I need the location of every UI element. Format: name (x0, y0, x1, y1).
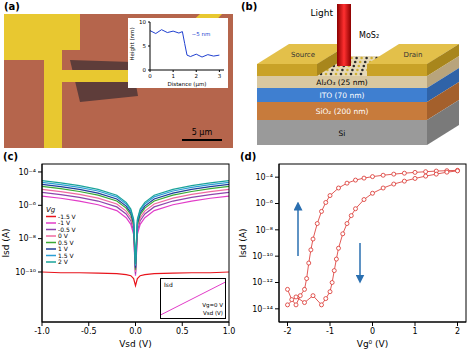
svg-text:Vsd (V): Vsd (V) (203, 310, 223, 316)
svg-text:10⁻¹²: 10⁻¹² (252, 278, 273, 287)
svg-text:1.0: 1.0 (223, 327, 236, 336)
svg-text:-1.5 V: -1.5 V (58, 213, 77, 220)
svg-text:Isd (A): Isd (A) (1, 228, 11, 257)
svg-text:~5 nm: ~5 nm (192, 31, 211, 37)
svg-text:10⁻¹⁴: 10⁻¹⁴ (252, 305, 273, 314)
svg-text:2: 2 (455, 327, 460, 336)
svg-text:Vg: Vg (46, 206, 56, 214)
svg-text:0.5 V: 0.5 V (58, 239, 74, 246)
svg-text:(b): (b) (241, 1, 257, 12)
svg-text:Isd (A): Isd (A) (238, 228, 248, 257)
svg-text:1.5 V: 1.5 V (58, 252, 74, 259)
svg-text:-1: -1 (326, 327, 334, 336)
svg-text:MoS₂: MoS₂ (359, 31, 379, 40)
svg-text:Vg⁰ (V): Vg⁰ (V) (357, 339, 389, 349)
svg-text:Drain: Drain (404, 51, 423, 59)
svg-text:10⁻⁸: 10⁻⁸ (18, 234, 36, 243)
svg-text:ITO (70 nm): ITO (70 nm) (320, 91, 365, 100)
svg-text:10⁻¹⁰: 10⁻¹⁰ (252, 252, 273, 261)
svg-text:10⁻⁶: 10⁻⁶ (18, 201, 36, 210)
svg-text:Isd: Isd (164, 281, 173, 288)
svg-text:0 V: 0 V (58, 232, 69, 239)
svg-text:0.5: 0.5 (176, 327, 189, 336)
svg-text:(c): (c) (3, 151, 18, 162)
svg-text:-0.5 V: -0.5 V (58, 226, 77, 233)
svg-text:Distance (μm): Distance (μm) (168, 81, 207, 88)
svg-text:10⁻⁶: 10⁻⁶ (255, 199, 273, 208)
svg-text:-1.0: -1.0 (34, 327, 50, 336)
svg-text:10⁻¹⁰: 10⁻¹⁰ (15, 268, 36, 277)
svg-text:Light: Light (311, 8, 334, 18)
svg-text:2: 2 (195, 73, 199, 79)
svg-text:0: 0 (148, 73, 152, 79)
svg-text:Al₂O₃ (25 nm): Al₂O₃ (25 nm) (316, 78, 367, 87)
svg-text:Si: Si (339, 129, 346, 138)
svg-text:5 μm: 5 μm (192, 128, 213, 137)
svg-text:Source: Source (291, 51, 315, 59)
svg-text:Vg=0 V: Vg=0 V (202, 302, 223, 309)
svg-text:5: 5 (143, 43, 147, 49)
svg-text:10⁻⁸: 10⁻⁸ (255, 226, 273, 235)
svg-text:1: 1 (171, 73, 175, 79)
svg-text:3: 3 (218, 73, 222, 79)
svg-text:-0.5: -0.5 (81, 327, 97, 336)
svg-text:-2: -2 (284, 327, 292, 336)
svg-text:1 V: 1 V (58, 245, 69, 252)
svg-text:(d): (d) (240, 151, 256, 162)
svg-text:10⁻⁴: 10⁻⁴ (255, 173, 273, 182)
svg-text:10: 10 (139, 19, 146, 25)
svg-text:Vsd (V): Vsd (V) (119, 339, 152, 349)
svg-text:2 V: 2 V (58, 258, 69, 265)
svg-text:SiO₂ (200 nm): SiO₂ (200 nm) (316, 107, 369, 116)
svg-text:0: 0 (370, 327, 375, 336)
svg-text:1: 1 (412, 327, 417, 336)
svg-text:10⁻⁴: 10⁻⁴ (18, 168, 36, 177)
svg-text:0.0: 0.0 (129, 327, 142, 336)
svg-text:(a): (a) (4, 1, 20, 12)
svg-text:0: 0 (143, 67, 147, 73)
svg-text:Height (nm): Height (nm) (129, 27, 136, 60)
svg-text:-1 V: -1 V (58, 219, 71, 226)
